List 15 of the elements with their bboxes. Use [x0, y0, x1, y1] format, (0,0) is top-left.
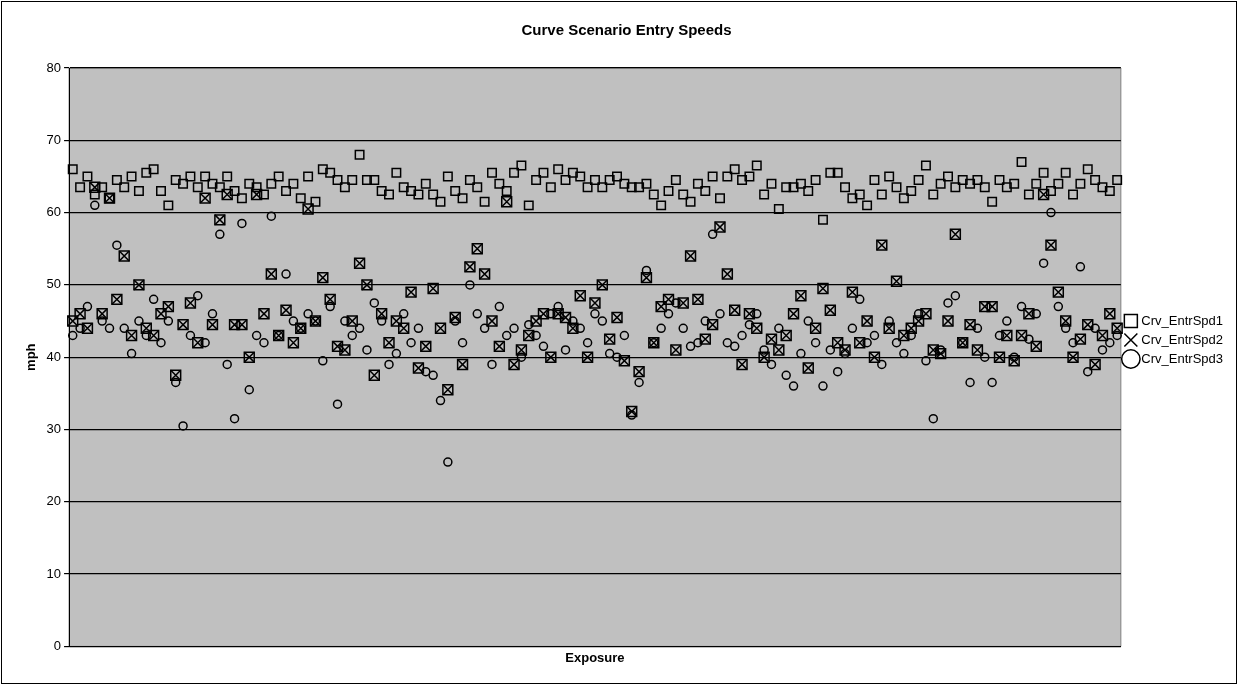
y-tick-label: 10 — [46, 565, 62, 581]
chart-title: Curve Scenario Entry Speeds — [521, 21, 732, 39]
y-tick-label: 40 — [46, 348, 62, 364]
y-tick-label: 80 — [46, 59, 62, 75]
y-tick-label: 30 — [46, 421, 62, 437]
legend-label: Crv_EntrSpd3 — [1141, 350, 1224, 366]
y-axis-title: mph — [23, 343, 39, 371]
y-tick-label: 50 — [46, 276, 62, 292]
y-tick-label: 60 — [46, 204, 62, 220]
y-tick-label: 0 — [53, 637, 62, 653]
x-axis-title: Exposure — [565, 649, 625, 665]
y-tick-label: 70 — [46, 131, 62, 147]
legend-label: Crv_EntrSpd2 — [1141, 331, 1224, 347]
y-tick-label: 20 — [46, 493, 62, 509]
legend-label: Crv_EntrSpd1 — [1141, 312, 1224, 328]
